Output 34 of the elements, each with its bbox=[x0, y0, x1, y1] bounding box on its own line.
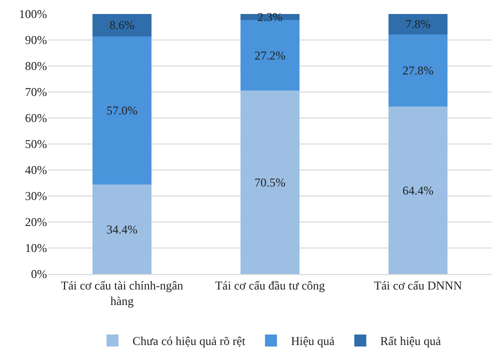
y-tick-label: 60% bbox=[25, 111, 47, 126]
legend-label: Hiệu quả bbox=[290, 334, 336, 348]
bar bbox=[388, 14, 448, 34]
x-tick-label: Tái cơ cấu DNNN bbox=[374, 278, 462, 292]
bar bbox=[92, 184, 152, 274]
data-label: 7.8% bbox=[406, 17, 430, 32]
data-label: 70.5% bbox=[254, 175, 286, 190]
bar bbox=[92, 36, 152, 185]
data-label: 57.0% bbox=[106, 103, 138, 118]
y-tick-label: 20% bbox=[25, 215, 47, 230]
y-tick-label: 10% bbox=[25, 241, 47, 256]
x-tick-label: Tái cơ cấu đầu tư công bbox=[215, 278, 325, 292]
bar bbox=[240, 90, 300, 274]
data-label: 64.4% bbox=[402, 183, 434, 198]
data-label: 2.3% bbox=[258, 10, 282, 24]
data-label: 27.8% bbox=[402, 63, 434, 78]
y-tick-label: 30% bbox=[25, 189, 47, 204]
y-tick-label: 100% bbox=[19, 7, 47, 22]
y-tick-label: 90% bbox=[25, 33, 47, 48]
x-tick-label: Tái cơ cấu tài chính-ngân hàng bbox=[60, 278, 184, 308]
y-tick-label: 70% bbox=[25, 85, 47, 100]
bar bbox=[240, 20, 300, 91]
data-label: 34.4% bbox=[106, 222, 138, 236]
y-tick-label: 50% bbox=[25, 137, 47, 152]
y-tick-label: 40% bbox=[25, 163, 47, 178]
data-label: 27.2% bbox=[254, 48, 286, 62]
bar bbox=[388, 106, 448, 274]
legend-label: Rất hiệu quả bbox=[380, 334, 442, 348]
bar bbox=[388, 34, 448, 107]
y-tick-label: 0% bbox=[31, 267, 47, 282]
bar bbox=[92, 14, 152, 36]
legend-label: Chưa có hiệu quả rõ rệt bbox=[132, 334, 246, 348]
y-tick-label: 80% bbox=[25, 59, 47, 74]
data-label: 8.6% bbox=[110, 18, 134, 32]
